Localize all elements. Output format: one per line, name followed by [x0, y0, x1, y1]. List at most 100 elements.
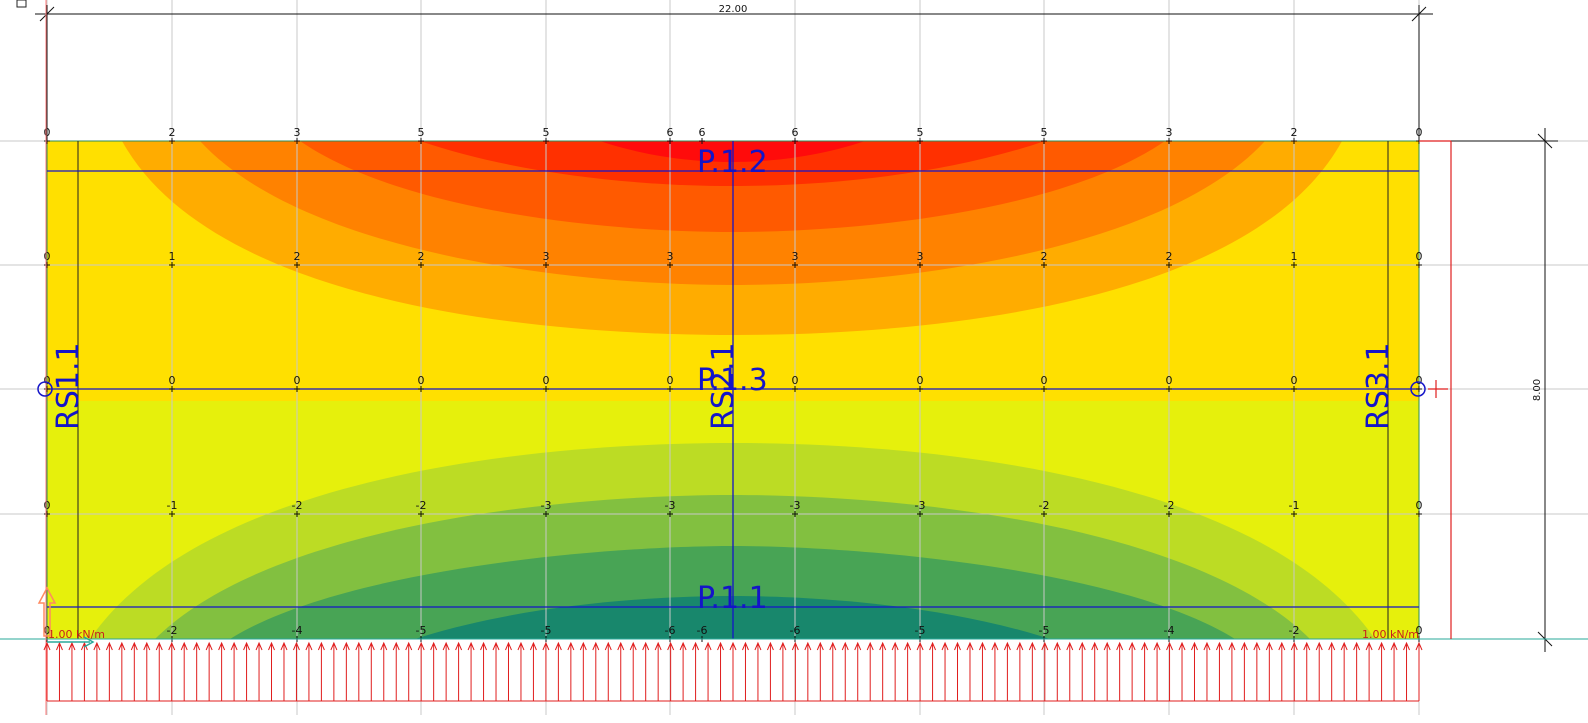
load-arrow — [1066, 641, 1074, 701]
contour-value-tick — [1166, 386, 1172, 392]
contour-value-tick — [294, 138, 300, 144]
section-label-p13: P.1.3 — [697, 363, 768, 398]
section-lines — [47, 141, 1419, 639]
load-arrow — [1353, 641, 1361, 701]
contour-value-label: 3 — [1166, 126, 1173, 139]
contour-value-label: 2 — [1041, 250, 1048, 263]
load-arrow — [1128, 641, 1136, 701]
load-arrow — [829, 641, 837, 701]
load-arrow — [455, 641, 463, 701]
load-arrow — [392, 641, 400, 701]
load-arrow — [1328, 641, 1336, 701]
load-arrow — [1141, 641, 1149, 701]
load-arrow — [1178, 641, 1186, 701]
load-arrow — [654, 641, 662, 701]
load-arrow — [667, 641, 675, 701]
load-arrow — [816, 641, 824, 701]
load-arrow — [405, 641, 413, 701]
load-arrow — [205, 641, 213, 701]
contour-value-tick — [792, 262, 798, 268]
contour-value-tick — [169, 511, 175, 517]
contour-value-label: 3 — [792, 250, 799, 263]
contour-value-label: -5 — [541, 624, 552, 637]
contour-value-label: -6 — [697, 624, 708, 637]
contour-value-tick — [543, 262, 549, 268]
load-arrow — [891, 641, 899, 701]
contour-value-label: -4 — [292, 624, 303, 637]
contour-value-label: 0 — [1041, 374, 1048, 387]
contour-value-tick — [667, 262, 673, 268]
contour-value-label: -3 — [790, 499, 801, 512]
load-arrow — [193, 641, 201, 701]
dimension-top — [35, 5, 1433, 141]
load-arrow — [841, 641, 849, 701]
load-arrow — [966, 641, 974, 701]
load-arrow — [717, 641, 724, 701]
section-label-rs31: RS3.1 — [1361, 342, 1396, 430]
contour-value-tick — [418, 511, 424, 517]
contour-value-label: 0 — [44, 499, 51, 512]
load-arrow — [742, 641, 749, 701]
load-arrow — [1265, 641, 1273, 701]
load-arrow — [579, 641, 587, 701]
contour-value-tick — [1291, 138, 1297, 144]
load-arrow — [804, 641, 812, 701]
load-arrow — [1103, 641, 1111, 701]
load-arrow — [1116, 641, 1124, 701]
load-arrow — [68, 641, 76, 701]
contour-value-label: -2 — [416, 499, 427, 512]
contour-value-tick — [44, 511, 50, 517]
contour-value-tick — [667, 386, 673, 392]
contour-value-tick — [792, 511, 798, 517]
load-arrow — [1415, 641, 1423, 701]
load-arrow — [991, 641, 999, 701]
load-arrow — [617, 641, 625, 701]
contour-value-tick — [792, 386, 798, 392]
contour-value-label: 0 — [1416, 624, 1423, 637]
load-arrow — [1303, 641, 1311, 701]
contour-value-label: -2 — [1039, 499, 1050, 512]
contour-value-label: 6 — [699, 126, 706, 139]
contour-value-label: 3 — [667, 250, 674, 263]
load-arrow — [1215, 641, 1223, 701]
load-arrow — [954, 641, 961, 701]
load-arrow — [854, 641, 862, 701]
load-arrow — [367, 641, 375, 701]
load-arrow — [1016, 641, 1024, 701]
contour-value-label: 2 — [294, 250, 301, 263]
contour-value-tick — [917, 138, 923, 144]
contour-value-label: -1 — [1289, 499, 1300, 512]
contour-value-label: 0 — [44, 624, 51, 637]
distributed-load[interactable] — [43, 641, 1423, 702]
contour-value-label: -6 — [665, 624, 676, 637]
support-hinge-right[interactable] — [1410, 381, 1426, 397]
load-arrow — [180, 641, 188, 701]
load-arrow — [230, 641, 238, 701]
load-arrow — [430, 641, 438, 701]
contour-value-label: -3 — [541, 499, 552, 512]
contour-value-label: -5 — [416, 624, 427, 637]
load-arrow — [1203, 641, 1211, 701]
reaction-marker-right — [1419, 140, 1452, 639]
contour-value-tick — [418, 138, 424, 144]
load-arrow — [1191, 641, 1198, 701]
load-arrow — [1041, 641, 1049, 701]
load-arrow — [255, 641, 263, 701]
contour-value-label: 0 — [44, 374, 51, 387]
contour-value-label: 0 — [1416, 499, 1423, 512]
load-arrow — [342, 641, 350, 701]
load-arrow — [1315, 641, 1323, 701]
view-corner-box[interactable] — [16, 0, 27, 8]
contour-value-label: -5 — [915, 624, 926, 637]
load-arrow — [80, 641, 88, 701]
load-arrow — [1340, 641, 1348, 701]
load-arrow — [355, 641, 363, 701]
load-arrow — [629, 641, 637, 701]
load-arrow — [130, 641, 138, 701]
support-hinge-left[interactable] — [37, 381, 53, 397]
load-arrow — [105, 641, 113, 701]
contour-value-label: -6 — [790, 624, 801, 637]
load-label-left: 1.00 kN/m — [48, 628, 105, 641]
contour-value-label: -2 — [1164, 499, 1175, 512]
